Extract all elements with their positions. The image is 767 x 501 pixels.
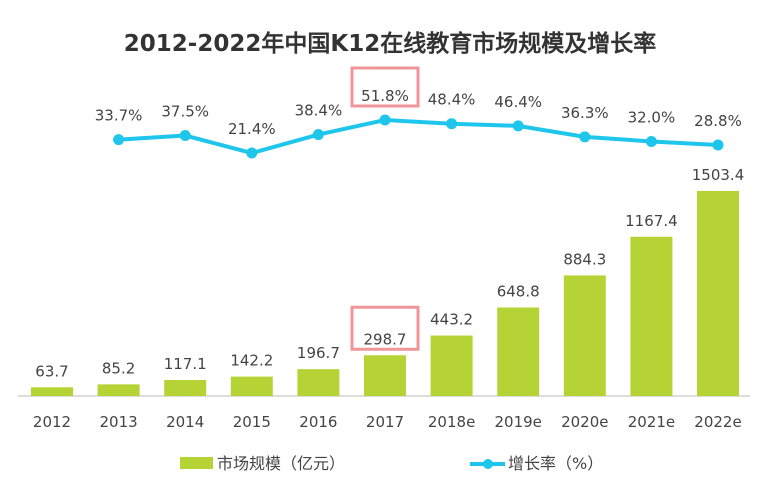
growth-label-2015: 21.4%	[228, 120, 276, 138]
highlight-box-bar	[350, 305, 420, 351]
bar-2015	[230, 376, 273, 396]
bar-label-2018e: 443.2	[430, 311, 473, 329]
growth-label-2014: 37.5%	[161, 103, 209, 121]
bar-2012	[31, 387, 73, 396]
x-tick-2018e: 2018e	[428, 413, 475, 431]
legend-bar-label: 市场规模（亿元）	[217, 454, 345, 473]
legend-line-label: 增长率（%）	[508, 454, 603, 473]
bar-2022e	[697, 190, 739, 396]
growth-point-2020e	[579, 131, 591, 143]
growth-label-2018e: 48.4%	[428, 91, 476, 109]
legend-line-marker	[483, 459, 493, 469]
x-tick-2022e: 2022e	[694, 413, 741, 431]
growth-point-2019e	[512, 120, 524, 132]
bar-2021e	[630, 236, 673, 396]
bar-label-2019e: 648.8	[497, 283, 540, 301]
bar-label-2022e: 1503.4	[692, 166, 745, 184]
growth-point-2013	[113, 134, 125, 146]
bar-label-2015: 142.2	[230, 352, 273, 370]
x-tick-2014: 2014	[166, 413, 204, 431]
growth-line	[118, 117, 719, 156]
x-tick-2017: 2017	[366, 413, 404, 431]
x-tick-2021e: 2021e	[628, 413, 675, 431]
growth-point-2015	[246, 147, 258, 159]
x-tick-2013: 2013	[100, 413, 138, 431]
bar-label-2016: 196.7	[297, 344, 340, 362]
growth-point-2016	[312, 129, 324, 141]
legend: 市场规模（亿元） 增长率（%）	[180, 454, 603, 473]
x-tick-2020e: 2020e	[561, 413, 608, 431]
bar-label-2012: 63.7	[35, 362, 68, 380]
bar-label-2020e: 884.3	[563, 250, 606, 268]
growth-label-2013: 33.7%	[95, 107, 143, 125]
growth-label-2017: 51.8%	[361, 87, 409, 105]
bar-2017	[364, 355, 406, 396]
bar-label-2013: 85.2	[102, 359, 135, 377]
x-tick-2012: 2012	[33, 413, 71, 431]
growth-label-2019e: 46.4%	[494, 93, 542, 111]
growth-point-2021e	[645, 136, 657, 148]
bar-2020e	[563, 275, 606, 396]
growth-label-2020e: 36.3%	[561, 104, 609, 122]
bar-label-2014: 117.1	[164, 355, 207, 373]
bar-label-2017: 298.7	[364, 330, 407, 348]
x-tick-2015: 2015	[233, 413, 271, 431]
growth-label-2016: 38.4%	[295, 102, 343, 120]
bar-2018e	[430, 335, 473, 396]
chart-title: 2012-2022年中国K12在线教育市场规模及增长率	[124, 30, 656, 57]
bar-2013	[97, 384, 140, 396]
growth-point-2017	[379, 114, 391, 126]
growth-label-2021e: 32.0%	[628, 109, 676, 127]
growth-point-2022e	[712, 139, 724, 151]
legend-bar-swatch	[180, 457, 213, 469]
growth-point-2014	[179, 130, 191, 142]
x-tick-2019e: 2019e	[494, 413, 541, 431]
bar-2014	[164, 380, 207, 396]
bar-2019e	[497, 307, 540, 396]
growth-label-2022e: 28.8%	[694, 112, 742, 130]
x-tick-2016: 2016	[299, 413, 337, 431]
growth-point-2018e	[446, 118, 458, 130]
highlight-box-growth	[350, 66, 420, 108]
bar-2016	[297, 369, 340, 396]
bar-label-2021e: 1167.4	[625, 212, 678, 230]
